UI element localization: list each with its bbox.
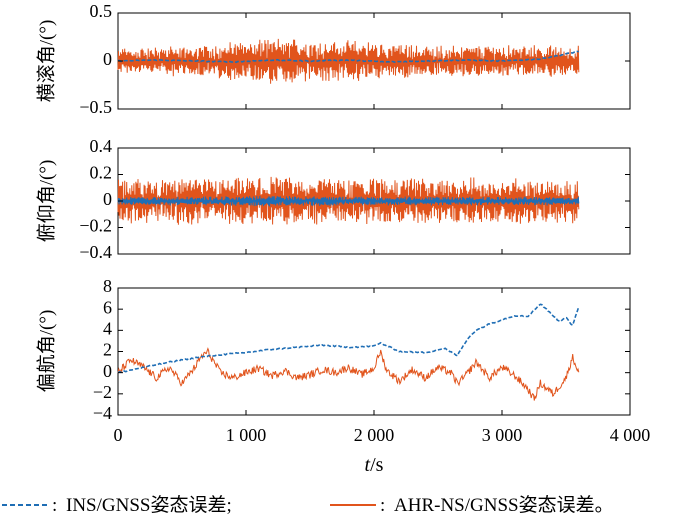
- legend: : INS/GNSS姿态误差; : AHR-NS/GNSS姿态误差。: [2, 494, 614, 516]
- yaw-y-tick-label: 0: [103, 361, 112, 381]
- x-axis-unit: /s: [370, 454, 384, 476]
- pitch-panel: 0.4 0.2 0 −0.2 −0.4 俯仰角/(°): [35, 136, 631, 262]
- yaw-y-tick-label: −2: [93, 382, 112, 402]
- legend-ahr-label: AHR-NS/GNSS姿态误差。: [394, 494, 614, 516]
- yaw-series-ins: [117, 303, 580, 374]
- roll-y-tick-label: −0.5: [79, 97, 112, 117]
- pitch-y-tick-label: 0: [103, 189, 112, 209]
- pitch-series-layer: [117, 176, 580, 225]
- x-tick-label: 2 000: [354, 425, 395, 445]
- yaw-y-axis-label: 偏航角/(°): [35, 310, 57, 393]
- pitch-y-tick-label: −0.2: [79, 216, 112, 236]
- yaw-series-layer: [117, 303, 580, 401]
- roll-y-tick-label: 0.5: [90, 1, 113, 21]
- x-axis-variable: t: [365, 454, 371, 476]
- pitch-series-ahr: [117, 176, 580, 225]
- pitch-y-tick-label: −0.4: [79, 242, 112, 262]
- roll-y-axis-label: 横滚角/(°): [35, 20, 57, 103]
- yaw-y-tick-label: 4: [103, 318, 112, 338]
- pitch-x-tick-marks: [117, 148, 631, 254]
- yaw-series-ahr: [117, 347, 580, 401]
- legend-ins-colon: :: [52, 495, 57, 516]
- x-axis-label: t/s: [365, 454, 384, 476]
- x-tick-label: 4 000: [610, 425, 651, 445]
- x-tick-label: 0: [114, 425, 123, 445]
- yaw-y-tick-label: 2: [103, 340, 112, 360]
- legend-ahr-colon: :: [380, 495, 385, 516]
- yaw-y-tick-label: −4: [93, 403, 112, 423]
- pitch-y-ticks: 0.4 0.2 0 −0.2 −0.4: [79, 136, 630, 262]
- roll-y-ticks: 0.5 0 −0.5: [79, 1, 630, 117]
- roll-series-ins: [118, 50, 579, 64]
- roll-series-layer: [117, 38, 580, 84]
- roll-panel: 0.5 0 −0.5 横滚角/(°): [35, 1, 631, 117]
- x-tick-label: 3 000: [482, 425, 523, 445]
- yaw-y-tick-label: 6: [103, 297, 112, 317]
- pitch-y-axis-label: 俯仰角/(°): [35, 160, 57, 243]
- roll-y-tick-label: 0: [103, 49, 112, 69]
- pitch-series-ins: [117, 195, 580, 207]
- pitch-y-tick-label: 0.4: [90, 136, 113, 156]
- yaw-x-ticks: 0 1 000 2 000 3 000 4 000: [114, 288, 651, 445]
- roll-series-ahr: [117, 38, 580, 84]
- roll-x-tick-marks: [117, 13, 631, 109]
- yaw-y-tick-label: 8: [103, 276, 112, 296]
- x-tick-label: 1 000: [226, 425, 267, 445]
- legend-ins-label: INS/GNSS姿态误差;: [66, 494, 232, 516]
- pitch-y-tick-label: 0.2: [90, 163, 113, 183]
